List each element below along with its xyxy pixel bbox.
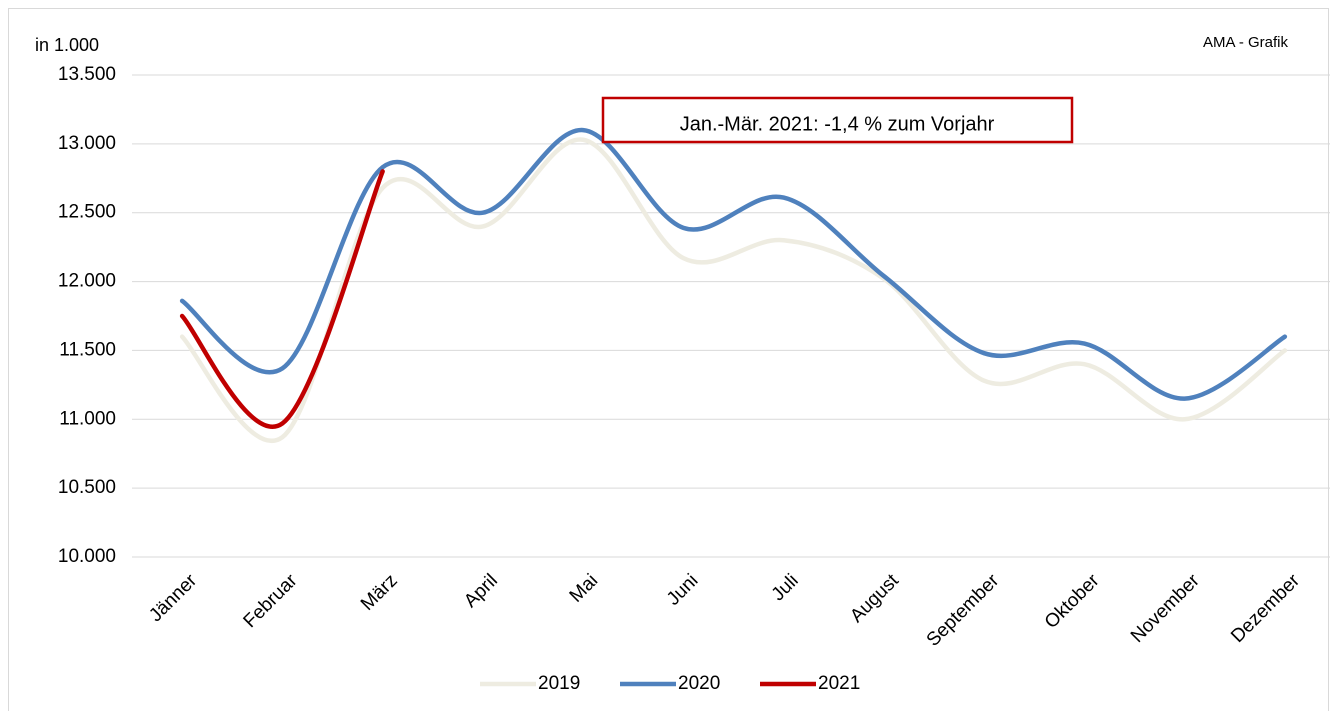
x-tick-label: Juni [663,570,702,609]
y-tick-label: 13.000 [58,133,116,154]
y-tick-label: 11.000 [59,408,116,429]
annotation-box [601,96,1074,144]
lines [179,127,1288,443]
series-line [179,169,385,429]
annotation: Jan.-Mär. 2021: -1,4 % zum Vorjahr [680,113,995,135]
y-tick-label: 12.000 [58,271,116,292]
y-axis-label: in 1.000 [35,35,99,55]
x-tick-label: Dezember [1227,570,1304,647]
y-tick-label: 10.000 [58,546,116,567]
series-line [179,127,1288,401]
y-tick-label: 12.500 [58,202,116,223]
x-tick-label: Juli [768,570,803,605]
x-tick-label: August [846,570,903,627]
x-tick-label: April [460,570,502,612]
grid [132,74,1330,558]
x-tick-label: Mai [566,570,603,607]
chart-frame [8,8,1329,711]
x-tick-label: Februar [240,570,302,632]
y-tick-label: 10.500 [58,477,116,498]
y-tick-label: 11.500 [59,339,116,360]
x-tick-label: März [357,570,402,615]
x-tick-label: Oktober [1041,570,1104,633]
x-tick-label: November [1127,570,1204,647]
legend-label: 2019 [538,673,580,694]
y-tick-label: 13.500 [58,64,116,85]
source-label: AMA - Grafik [1203,34,1289,51]
series-line [179,137,1288,443]
x-tick-label: Jänner [145,570,201,626]
x-tick-label: September [923,570,1004,651]
legend-label: 2021 [818,673,860,694]
legend-label: 2020 [678,673,720,694]
